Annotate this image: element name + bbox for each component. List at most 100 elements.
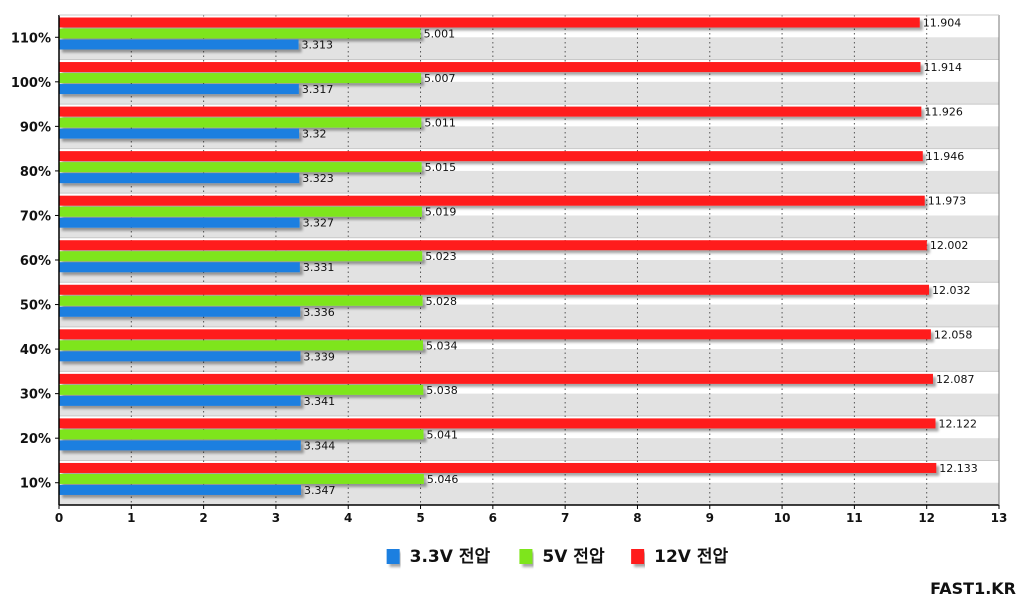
bar <box>59 162 422 173</box>
x-tick-label: 0 <box>55 511 63 525</box>
x-tick-label: 5 <box>416 511 424 525</box>
y-tick-label: 110% <box>11 31 51 46</box>
data-label: 5.046 <box>427 473 459 486</box>
y-tick-label: 60% <box>20 254 51 269</box>
bar <box>59 117 422 128</box>
data-label: 3.313 <box>302 39 334 52</box>
bar <box>59 106 922 117</box>
x-tick-label: 1 <box>127 511 135 525</box>
bar <box>59 395 301 406</box>
bar <box>59 173 300 184</box>
data-label: 11.946 <box>926 150 965 163</box>
bar <box>59 17 920 28</box>
legend-swatch <box>519 549 533 564</box>
bar <box>59 284 930 295</box>
x-tick-label: 11 <box>846 511 863 525</box>
bar <box>59 73 422 84</box>
data-label: 5.019 <box>425 206 457 219</box>
bar <box>59 295 423 306</box>
data-label: 3.339 <box>303 350 335 363</box>
bar <box>59 462 937 473</box>
x-tick-label: 6 <box>489 511 497 525</box>
data-label: 5.015 <box>425 161 457 174</box>
bar <box>59 240 927 251</box>
bar <box>59 351 301 362</box>
bar <box>59 329 931 340</box>
x-tick-label: 13 <box>991 511 1008 525</box>
bar <box>59 28 421 39</box>
bar <box>59 39 299 50</box>
x-tick-label: 12 <box>918 511 935 525</box>
bar <box>59 151 923 162</box>
bar <box>59 340 423 351</box>
bar <box>59 62 921 73</box>
bar <box>59 128 300 139</box>
bar <box>59 373 933 384</box>
bar <box>59 384 424 395</box>
data-label: 5.007 <box>424 72 456 85</box>
y-tick-label: 20% <box>20 432 51 447</box>
data-label: 3.336 <box>303 306 335 319</box>
bar <box>59 440 301 451</box>
bar <box>59 262 300 273</box>
grid-lines <box>59 14 999 505</box>
x-tick-label: 7 <box>561 511 569 525</box>
data-label: 3.331 <box>303 261 335 274</box>
data-label: 3.323 <box>302 172 334 185</box>
bar <box>59 84 299 95</box>
y-tick-label: 90% <box>20 120 51 135</box>
data-label: 12.122 <box>939 417 978 430</box>
x-tick-label: 4 <box>344 511 352 525</box>
y-tick-label: 50% <box>20 299 51 314</box>
bar <box>59 195 925 206</box>
y-tick-label: 80% <box>20 165 51 180</box>
data-label: 5.001 <box>424 28 456 41</box>
data-label: 12.133 <box>939 462 978 475</box>
data-label: 11.904 <box>923 17 962 30</box>
bar <box>59 484 302 495</box>
data-label: 5.041 <box>427 428 459 441</box>
data-label: 5.023 <box>425 250 457 263</box>
data-label: 11.926 <box>924 106 963 119</box>
data-label: 12.058 <box>934 328 973 341</box>
legend-swatch <box>631 549 645 564</box>
y-tick-label: 100% <box>11 76 51 91</box>
bar <box>59 217 300 228</box>
data-label: 5.028 <box>426 295 458 308</box>
data-label: 5.034 <box>426 339 458 352</box>
legend-swatch <box>386 549 400 564</box>
bar <box>59 429 424 440</box>
bar <box>59 206 422 217</box>
legend-label: 12V 전압 <box>654 546 728 567</box>
x-tick-label: 10 <box>774 511 791 525</box>
data-label: 12.087 <box>936 373 975 386</box>
watermark-text: FAST1.KR <box>930 579 1016 598</box>
data-label: 3.32 <box>302 128 327 141</box>
x-tick-label: 3 <box>272 511 280 525</box>
data-label: 11.914 <box>923 61 962 74</box>
x-tick-label: 2 <box>199 511 207 525</box>
data-label: 12.032 <box>932 284 971 297</box>
axes: 110%100%90%80%70%60%50%40%30%20%10%0 1 2 3 4… <box>11 14 1008 525</box>
x-tick-label: 9 <box>706 511 714 525</box>
bar <box>59 251 423 262</box>
x-tick-label: 8 <box>633 511 641 525</box>
bar <box>59 473 424 484</box>
data-label: 3.327 <box>303 217 335 230</box>
data-label: 3.341 <box>304 395 336 408</box>
bar <box>59 306 301 317</box>
data-labels: 11.904 5.001 3.313 11.914 5.007 3.317 11.926 5.… <box>302 17 978 497</box>
y-tick-label: 10% <box>20 477 51 492</box>
data-label: 3.344 <box>304 439 336 452</box>
data-label: 3.347 <box>304 484 336 497</box>
bar <box>59 418 936 429</box>
data-label: 12.002 <box>930 239 969 252</box>
legend: 3.3V 전압 5V 전압 12V 전압 <box>386 546 728 567</box>
bar-group <box>59 17 937 495</box>
data-label: 3.317 <box>302 83 334 96</box>
legend-label: 5V 전압 <box>542 546 605 567</box>
legend-label: 3.3V 전압 <box>410 546 491 567</box>
data-label: 5.038 <box>426 384 458 397</box>
